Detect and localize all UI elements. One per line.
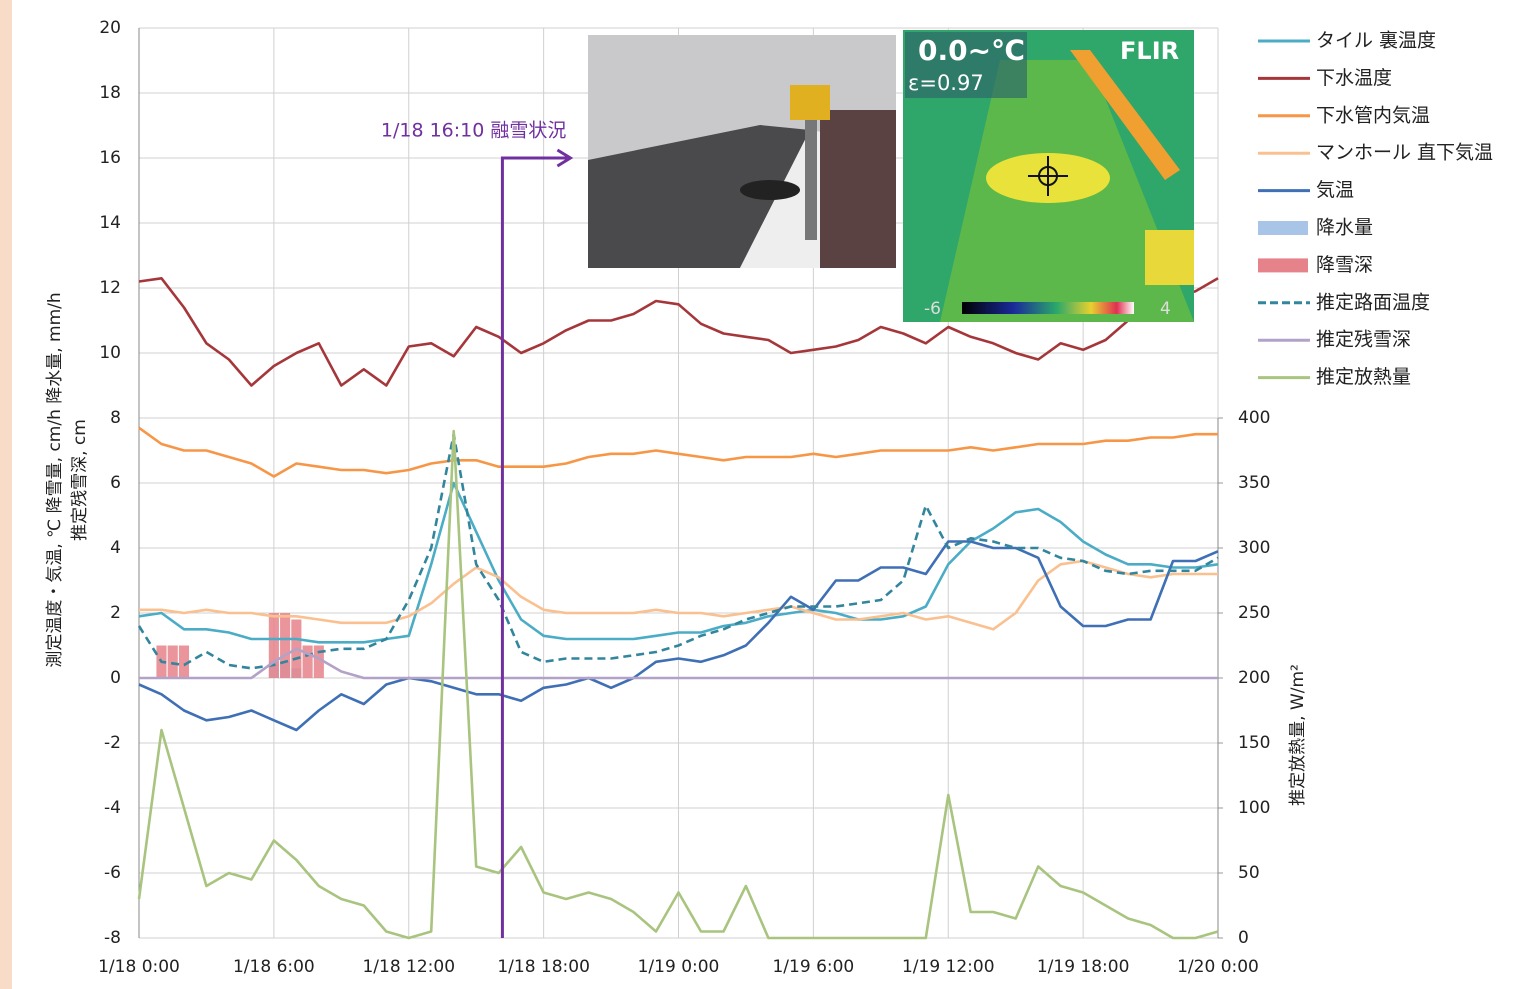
thermal-image: 0.0~℃ ε=0.97 FLIR -6 4 [903,30,1194,322]
x-tick-label: 1/19 0:00 [638,957,720,977]
annotation: 1/18 16:10 融雪状況 [381,120,567,142]
y2-tick-label: 350 [1238,473,1270,493]
y-tick-label: 12 [99,278,121,298]
scale-min: -6 [924,299,941,319]
y-tick-label: 2 [110,603,121,623]
y2-tick-label: 200 [1238,668,1270,688]
y2-tick-label: 150 [1238,733,1270,753]
y2-tick-label: 100 [1238,798,1270,818]
legend-label: タイル 裏温度 [1316,30,1436,52]
bar [303,646,313,679]
x-tick-label: 1/18 18:00 [497,957,590,977]
photo [588,35,896,268]
chart: 測定温度・気温, ℃ 降雪量, cm/h 降水量, mm/h 推定残雪深, cm… [0,0,1517,989]
legend-label: 推定残雪深 [1316,329,1411,351]
y-tick-label: -4 [104,798,121,818]
y2-tick-label: 400 [1238,408,1270,428]
brand: FLIR [1120,37,1179,65]
y-tick-label: 4 [110,538,121,558]
x-tick-label: 1/18 0:00 [98,957,180,977]
scale-max: 4 [1160,299,1171,319]
legend-label: マンホール 直下気温 [1316,142,1493,164]
legend-label: 推定放熱量 [1316,366,1411,388]
x-tick-label: 1/19 12:00 [902,957,995,977]
y-tick-label: 16 [99,148,121,168]
legend-label: 推定路面温度 [1316,291,1430,313]
bar [269,613,279,678]
y-tick-label: 18 [99,83,121,103]
page: {"chart_data": {"type": "line", "y_label… [0,0,1517,989]
y2-axis-title: 推定放熱量, W/m² [1288,664,1308,806]
y2-tick-label: 250 [1238,603,1270,623]
y-tick-label: -6 [104,863,121,883]
y-tick-label: 8 [110,408,121,428]
y-tick-label: 20 [99,18,121,38]
y-tick-label: 10 [99,343,121,363]
y-axis-title: 測定温度・気温, ℃ 降雪量, cm/h 降水量, mm/h [45,292,65,667]
legend-label: 下水温度 [1316,67,1392,89]
x-tick-label: 1/20 0:00 [1177,957,1259,977]
x-tick-label: 1/19 18:00 [1037,957,1130,977]
y-tick-label: 0 [110,668,121,688]
x-tick-label: 1/19 6:00 [772,957,854,977]
thermal-value: 0.0~℃ [918,34,1025,67]
y-tick-label: -8 [104,928,121,948]
y-tick-label: 14 [99,213,121,233]
x-tick-label: 1/18 12:00 [362,957,455,977]
y-axis-title: 推定残雪深, cm [70,419,90,541]
bar [280,613,290,678]
y-tick-label: -2 [104,733,121,753]
legend-swatch [1258,258,1308,272]
legend-label: 降雪深 [1316,254,1373,276]
legend-label: 下水管内気温 [1316,104,1430,126]
y2-tick-label: 300 [1238,538,1270,558]
bar [168,646,178,679]
emissivity: ε=0.97 [908,71,984,95]
y2-tick-label: 50 [1238,863,1260,883]
legend-label: 気温 [1316,179,1354,201]
y2-tick-label: 0 [1238,928,1249,948]
y-tick-label: 6 [110,473,121,493]
x-tick-label: 1/18 6:00 [233,957,315,977]
legend-label: 降水量 [1316,217,1373,239]
legend-swatch [1258,221,1308,235]
